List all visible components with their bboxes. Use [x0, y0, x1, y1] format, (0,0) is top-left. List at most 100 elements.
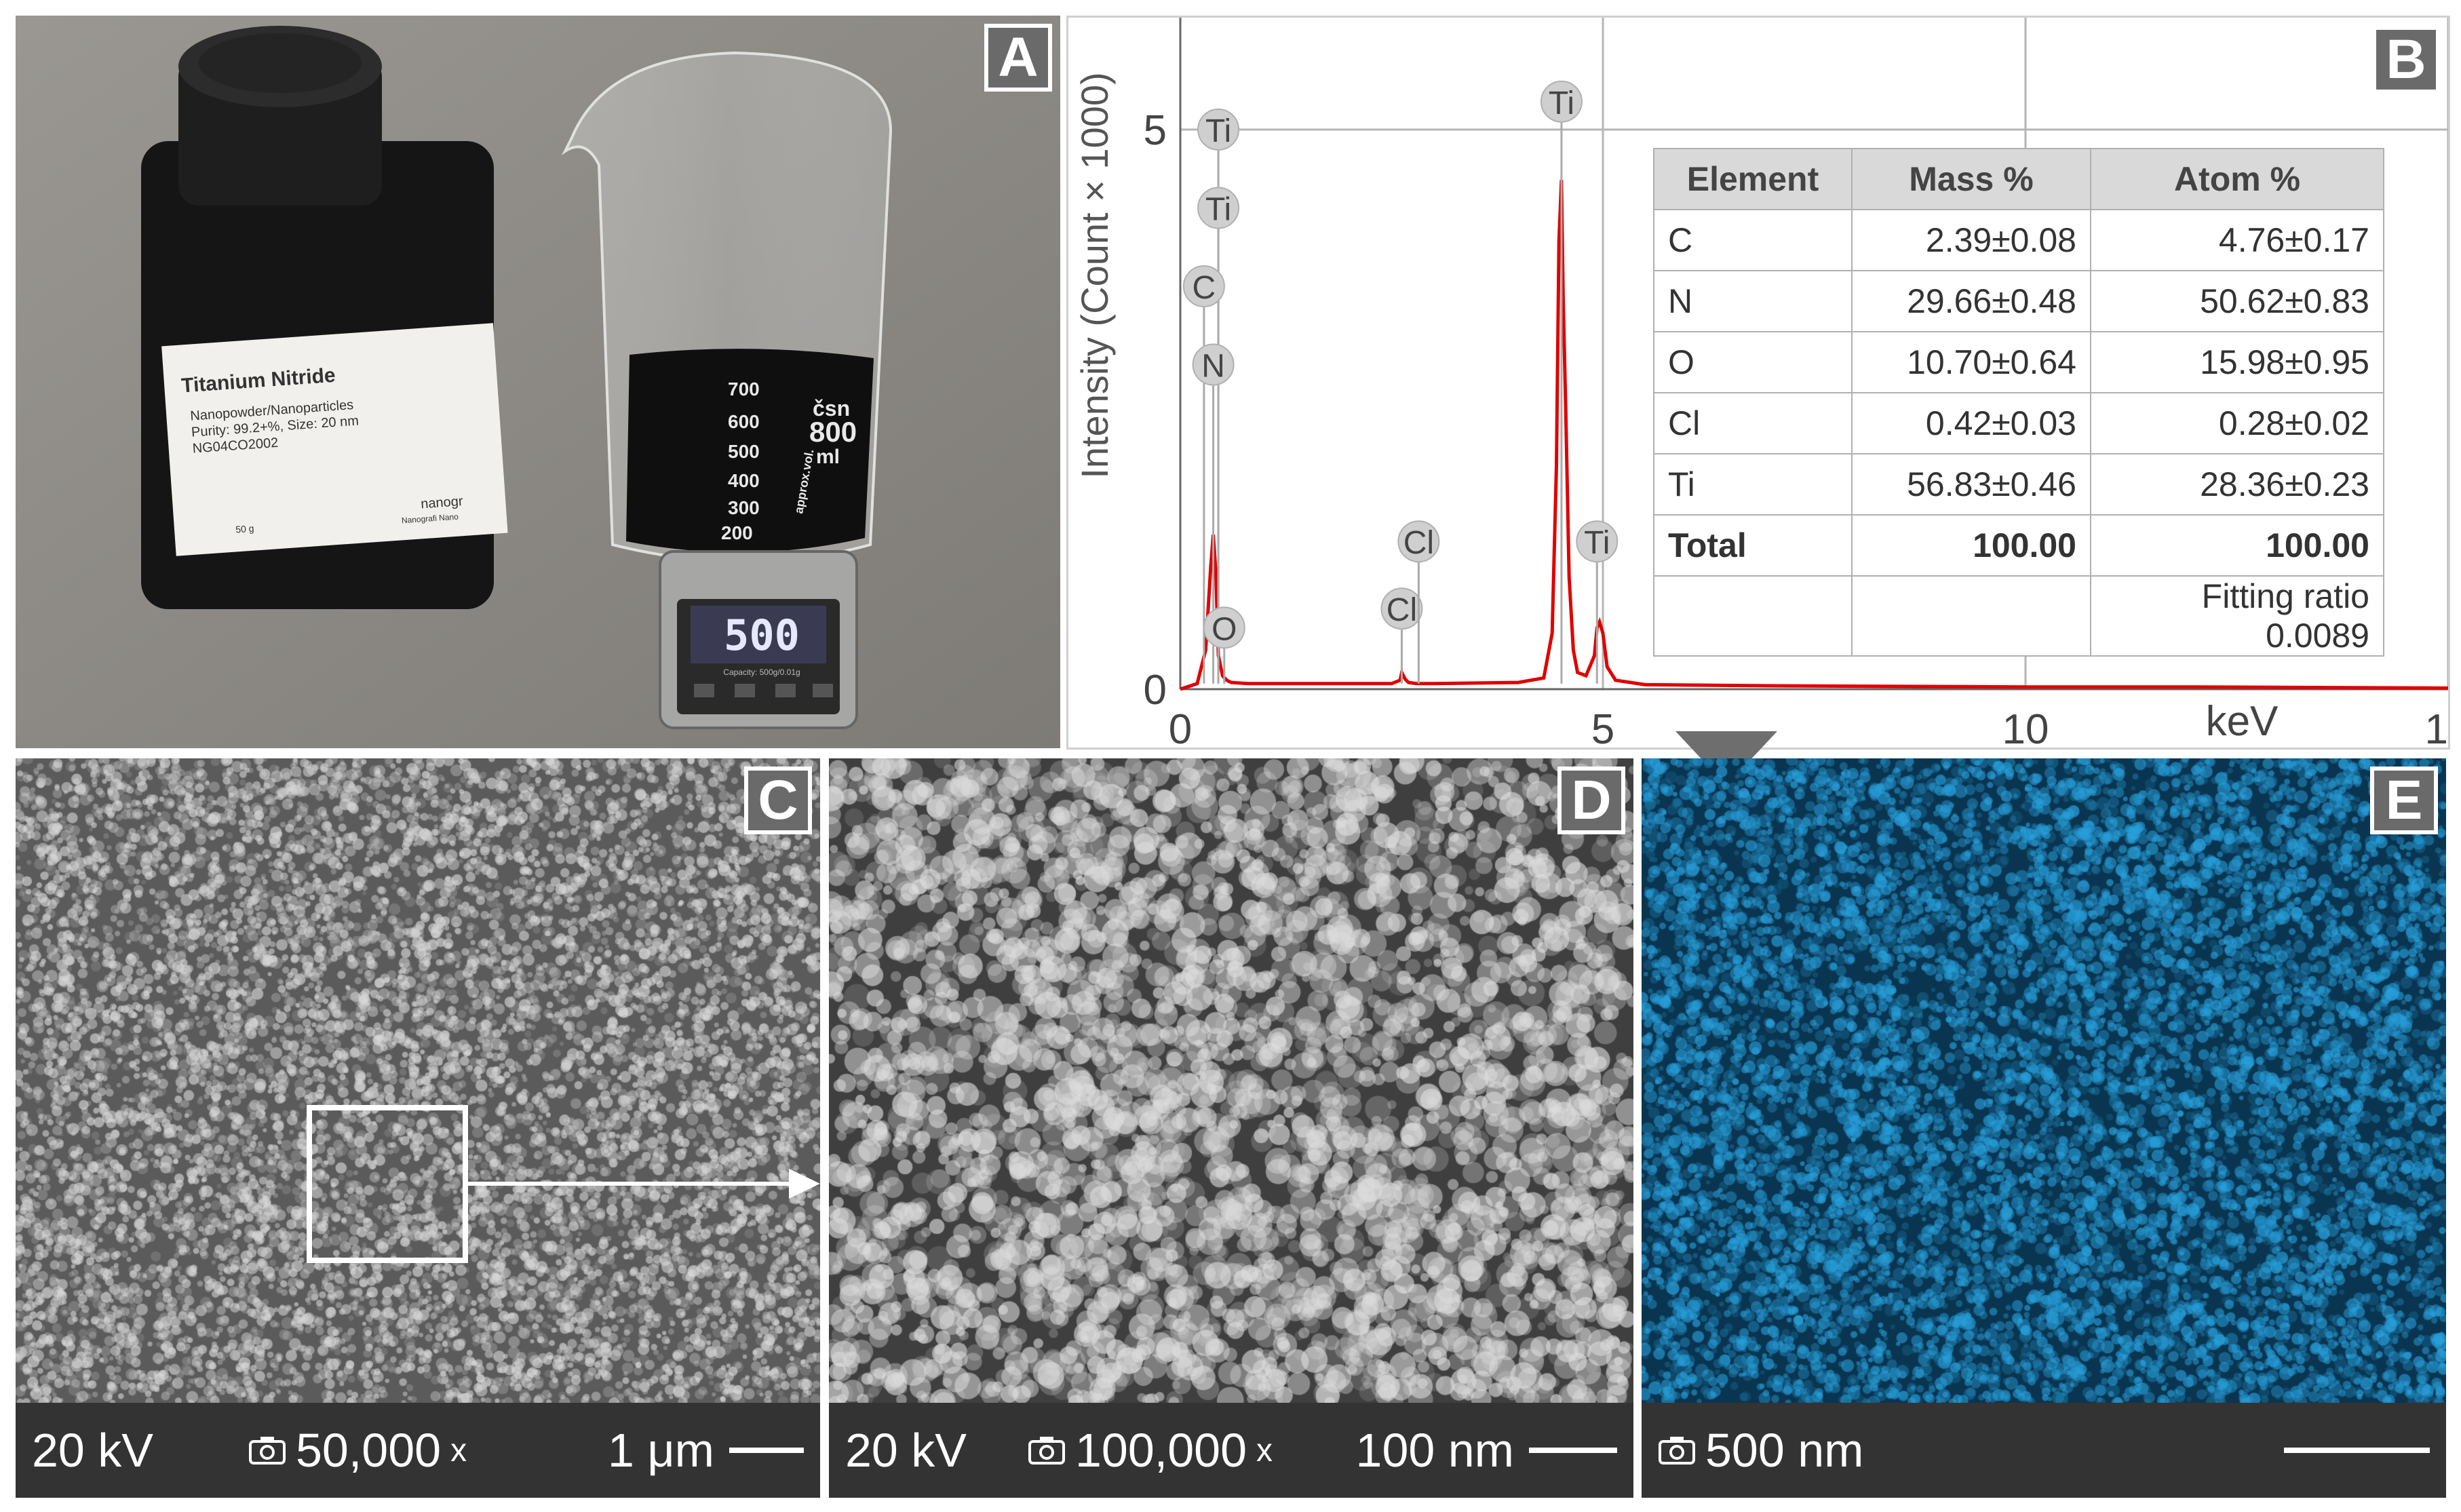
- annotation-label: O: [1212, 611, 1237, 647]
- annotation-label: Cl: [1403, 525, 1434, 561]
- annotation-label: Cl: [1387, 592, 1417, 628]
- chart-axes: 0 5 10 15 0 5: [1144, 18, 2448, 748]
- beaker-mark-400: 400: [728, 470, 760, 491]
- cell-mass: 29.66±0.48: [1851, 270, 2091, 332]
- beaker-volume: 800: [809, 416, 857, 448]
- scale-line: [1529, 1448, 1617, 1453]
- scale-bar: [2284, 1448, 2430, 1453]
- col-mass: Mass %: [1851, 148, 2091, 210]
- magnification-value: 50,000: [296, 1424, 442, 1477]
- scale-caption: Capacity: 500g/0.01g: [723, 667, 800, 677]
- cell-atom: 28.36±0.23: [2090, 453, 2384, 516]
- cell-mass: 2.39±0.08: [1851, 209, 2091, 271]
- table-fitting-row: Fitting ratio 0.0089: [1653, 575, 2384, 657]
- scale-label: 100 nm: [1355, 1424, 1514, 1477]
- cell-element: Ti: [1653, 453, 1853, 516]
- beaker-mark-700: 700: [728, 379, 760, 400]
- magnification: 50,000 x: [248, 1423, 467, 1477]
- cell-atom: 4.76±0.17: [2090, 209, 2384, 271]
- annotation-marker: [1197, 187, 1240, 229]
- scale-bar: 1 μm: [608, 1423, 804, 1477]
- bottle-brand: nanogr: [421, 494, 464, 511]
- panel-a-photo: Titanium Nitride Nanopowder/Nanoparticle…: [16, 16, 1060, 748]
- annotation-label: Ti: [1205, 113, 1231, 149]
- annotation-marker: [1397, 520, 1440, 563]
- bottle: [141, 26, 508, 609]
- zoom-arrow-head: [789, 1169, 820, 1199]
- cell-total-label: Total: [1653, 514, 1853, 577]
- panel-letter-e: E: [2370, 767, 2438, 834]
- annotation-marker: [1380, 587, 1423, 630]
- bottle-brand-sub: Nanografi Nano: [401, 512, 459, 526]
- panel-letter-d: D: [1557, 767, 1625, 834]
- y-axis-label: Intensity (Count × 1000): [1073, 72, 1116, 478]
- beaker-mark-200: 200: [721, 522, 753, 543]
- camera-icon: [1028, 1437, 1065, 1465]
- x-tick-label: 0: [1169, 706, 1192, 748]
- panel-c-sem: 20 kV 50,000 x 1 μm C: [16, 758, 820, 1498]
- annotation-marker: [1540, 80, 1583, 123]
- eds-map-image: [1642, 758, 2446, 1403]
- sem-info-bar-c: 20 kV 50,000 x 1 μm: [16, 1403, 820, 1498]
- voltage-label: 20 kV: [845, 1424, 967, 1477]
- x-tick-label: 10: [2002, 706, 2049, 748]
- x-axis-label: keV: [2206, 698, 2279, 745]
- annotation-marker: [1203, 606, 1245, 649]
- zoom-indicator: [307, 1105, 820, 1263]
- table-row: O 10.70±0.64 15.98±0.95: [1653, 331, 2384, 393]
- panel-d-sem: 20 kV 100,000 x 100 nm D: [829, 758, 1633, 1498]
- annotation-marker: [1576, 520, 1619, 563]
- sem-info-bar-e: 500 nm: [1642, 1403, 2446, 1498]
- magnification-value: 100,000: [1075, 1424, 1247, 1477]
- annotation-label: Ti: [1584, 525, 1610, 561]
- y-tick-label: 5: [1144, 107, 1167, 154]
- fitting-ratio: Fitting ratio 0.0089: [2090, 575, 2384, 657]
- zoom-box: [307, 1105, 468, 1263]
- photo-scene: Titanium Nitride Nanopowder/Nanoparticle…: [16, 16, 1060, 748]
- voltage-label: 20 kV: [32, 1424, 153, 1477]
- bottle-weight: 50 g: [235, 523, 254, 535]
- camera-icon: [1659, 1437, 1695, 1465]
- annotation-marker: [1192, 343, 1235, 386]
- y-tick-label: 0: [1144, 667, 1167, 714]
- annotation-label: C: [1193, 270, 1216, 306]
- scale-line: [729, 1448, 804, 1453]
- table-row: N 29.66±0.48 50.62±0.83: [1653, 270, 2384, 332]
- cell-atom: 50.62±0.83: [2090, 270, 2384, 332]
- eds-table: Element Mass % Atom % C 2.39±0.08 4.76±0…: [1653, 148, 2384, 657]
- scale-display: 500: [724, 610, 800, 660]
- table-row: Ti 56.83±0.46 28.36±0.23: [1653, 453, 2384, 516]
- panel-letter-b: B: [2372, 26, 2440, 94]
- scale-label: 1 μm: [607, 1424, 714, 1477]
- cell-atom: 0.28±0.02: [2090, 392, 2384, 454]
- cell-total-atom: 100.00: [2090, 514, 2384, 577]
- beaker-mark-300: 300: [728, 497, 760, 518]
- series-line-eds: [1180, 180, 2448, 691]
- magnification: 100,000 x: [1028, 1423, 1273, 1477]
- table-row: C 2.39±0.08 4.76±0.17: [1653, 209, 2384, 271]
- cell-element: O: [1653, 331, 1853, 393]
- table-total-row: Total 100.00 100.00: [1653, 514, 2384, 577]
- cell-element: N: [1653, 270, 1853, 332]
- peak-annotations: Ti Ti C N O Cl Cl Ti Ti: [1182, 80, 1619, 684]
- annotation-marker: [1197, 109, 1240, 151]
- table-header-row: Element Mass % Atom %: [1653, 148, 2384, 210]
- annotation-label: N: [1201, 349, 1225, 385]
- panel-e-eds-map: 500 nm E: [1642, 758, 2446, 1498]
- magnification-suffix: x: [1256, 1432, 1273, 1469]
- col-element: Element: [1653, 148, 1853, 210]
- table-row: Cl 0.42±0.03 0.28±0.02: [1653, 392, 2384, 454]
- scale-line: [2284, 1448, 2430, 1453]
- cell-mass: 10.70±0.64: [1851, 331, 2091, 393]
- magnification-suffix: x: [450, 1432, 467, 1469]
- x-tick-label: 5: [1591, 706, 1614, 748]
- digital-scale: 500 Capacity: 500g/0.01g: [659, 550, 858, 729]
- scale-info: 500 nm: [1658, 1423, 1863, 1477]
- annotation-marker: [1182, 265, 1225, 307]
- cell-atom: 15.98±0.95: [2090, 331, 2384, 393]
- x-tick-label: 15: [2425, 706, 2448, 748]
- sem-image-d: [829, 758, 1633, 1403]
- panel-letter-a: A: [984, 24, 1052, 92]
- beaker: [561, 51, 893, 563]
